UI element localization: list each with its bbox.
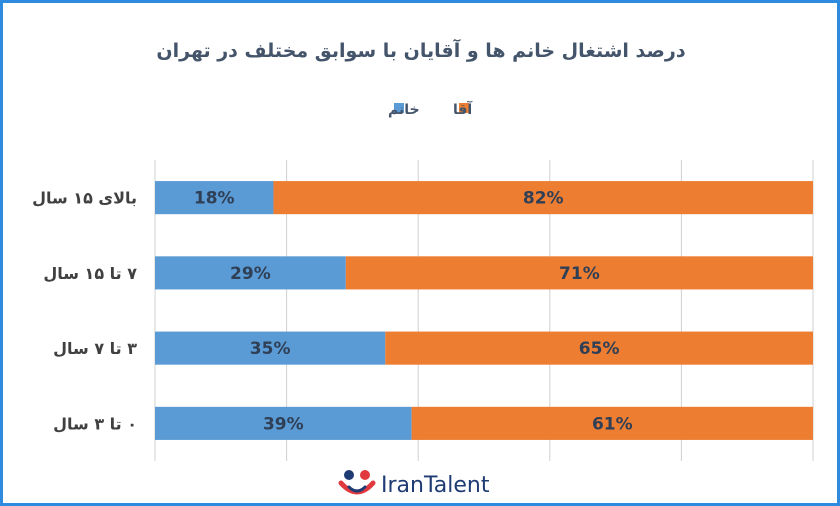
data-label-women-1: 29% [230,264,271,284]
category-label-1: ۷ تا ۱۵ سال [43,264,137,283]
bar-men-3 [411,406,813,440]
bar-women-0 [155,181,274,215]
data-label-women-3: 39% [263,414,304,434]
category-label-2: ۳ تا ۷ سال [53,339,137,358]
bar-men-0 [273,181,813,215]
category-label-3: ۰ تا ۳ سال [53,414,137,433]
irantalent-wordmark: IranTalent [381,473,490,498]
data-label-men-0: 82% [523,189,564,209]
bar-labels: 18% 82% 29% 71% 35% 65% 39% 61% [194,189,633,435]
bar-women-1 [155,256,346,290]
bar-chart: درصد اشتغال خانم ها و آقایان با سوابق مخ… [32,38,814,498]
legend: آقا خانم [388,100,473,118]
data-label-men-1: 71% [559,264,600,284]
bar-men-1 [345,256,813,290]
data-label-women-0: 18% [194,189,235,209]
legend-label-women: خانم [388,102,420,118]
legend-swatch-men [459,103,469,113]
data-label-men-2: 65% [579,339,620,359]
chart-title: درصد اشتغال خانم ها و آقایان با سوابق مخ… [156,38,685,62]
category-label-0: بالای ۱۵ سال [32,189,137,208]
legend-swatch-women [394,103,404,113]
irantalent-logo: IranTalent [338,470,490,498]
legend-label-men: آقا [453,100,473,118]
bar-men-2 [385,331,813,365]
category-labels: بالای ۱۵ سال ۷ تا ۱۵ سال ۳ تا ۷ سال ۰ تا ۳ … [32,189,137,434]
data-label-women-2: 35% [250,339,291,359]
bar-women-2 [155,331,386,365]
bar-women-3 [155,406,412,440]
data-label-men-3: 61% [592,414,633,434]
bars [155,181,813,440]
irantalent-logo-icon [338,470,376,495]
